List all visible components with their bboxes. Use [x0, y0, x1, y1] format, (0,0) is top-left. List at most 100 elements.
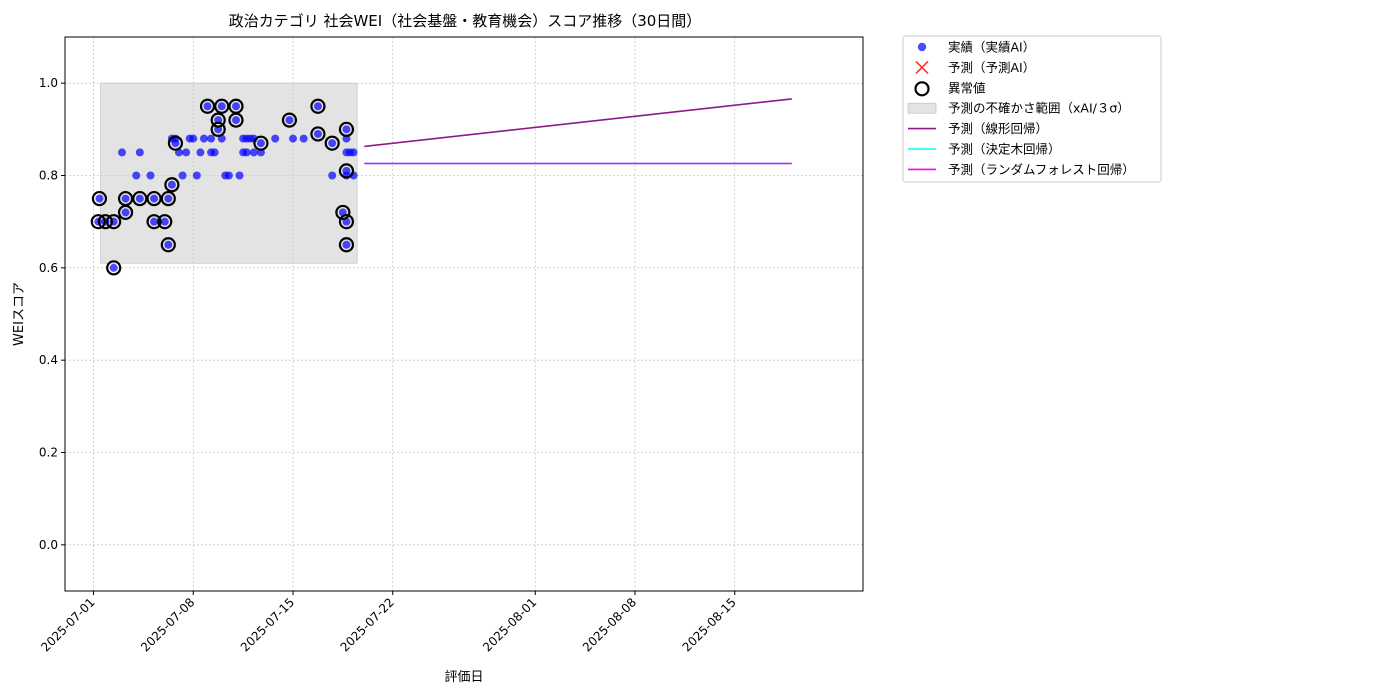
legend-marker-outlier [914, 81, 930, 97]
actual-point [150, 194, 159, 203]
outlier-ring [106, 260, 122, 276]
actual-point [342, 125, 351, 134]
actual-point [289, 134, 297, 143]
outlier-ring [338, 237, 355, 253]
legend-label: 異常値 [948, 80, 986, 95]
outlier-ring [228, 112, 244, 128]
outlier-ring [210, 121, 226, 137]
actual-point [256, 139, 265, 148]
y-axis-ticks: 0.0 0.2 0.4 0.6 0.8 1.0 [39, 76, 65, 552]
legend-label: 実績（実績AI） [948, 40, 1035, 55]
chart-title: 政治カテゴリ 社会WEI（社会基盤・教育機会）スコア推移（30日間） [229, 12, 702, 30]
actual-point [232, 102, 240, 111]
actual-point [167, 180, 176, 189]
actual-point [313, 102, 322, 111]
outlier-ring [338, 214, 355, 230]
actual-point [135, 148, 144, 157]
legend-frame [902, 35, 1162, 183]
actual-point [192, 171, 201, 180]
outlier-ring [324, 135, 340, 151]
legend-label: 予測（線形回帰） [948, 121, 1048, 136]
y-tick-label: 0.8 [39, 169, 58, 183]
actual-point [299, 134, 308, 143]
outlier-ring [210, 112, 226, 128]
outlier-ring [146, 190, 162, 207]
actual-point [164, 240, 173, 249]
plot-frame [64, 36, 864, 592]
legend-label: 予測（決定木回帰） [948, 142, 1061, 157]
outlier-ring [253, 135, 269, 151]
actual-point [249, 148, 258, 157]
forecast-line [364, 98, 792, 148]
actual-point [349, 148, 358, 157]
actual-point [171, 139, 180, 148]
y-axis-label: WEIスコア [12, 282, 27, 346]
actual-point [217, 102, 226, 111]
actual-point [203, 102, 212, 111]
actual-point [146, 171, 155, 180]
outlier-ring [164, 177, 180, 193]
actual-point [196, 148, 205, 157]
actual-point [313, 129, 322, 138]
outlier-ring [338, 163, 355, 179]
y-tick-label: 0.2 [39, 446, 58, 460]
actual-point [132, 171, 141, 180]
outlier-ring [281, 112, 298, 128]
actual-point [224, 171, 233, 180]
outlier-ring [214, 98, 230, 114]
outlier-ring [310, 126, 326, 142]
outlier-ring [199, 98, 216, 114]
outlier-ring [106, 214, 122, 230]
actual-point [121, 208, 130, 217]
actual-point [342, 240, 351, 249]
outlier-ring [160, 237, 176, 253]
actual-point [95, 194, 104, 203]
actual-point [135, 194, 144, 203]
y-tick-label: 1.0 [39, 76, 58, 90]
actual-point [328, 171, 337, 180]
actual-point [189, 134, 198, 143]
outlier-ring [91, 190, 108, 207]
outlier-ring [335, 204, 351, 221]
legend-marker-band [907, 102, 937, 114]
outlier-ring [160, 190, 176, 207]
actual-point [235, 171, 244, 180]
actual-point [207, 134, 216, 143]
actual-point [285, 116, 294, 125]
legend-marker-forecast [915, 60, 929, 74]
actual-point [182, 148, 191, 157]
outlier-ring [132, 190, 148, 207]
outlier-ring [117, 204, 134, 221]
outlier-ring [338, 121, 355, 137]
grid [65, 37, 863, 591]
outlier-rings-layer [90, 98, 355, 276]
actual-point [121, 194, 130, 203]
legend-label: 予測（予測AI） [948, 60, 1035, 75]
actual-point [109, 263, 118, 272]
x-axis-label: 評価日 [444, 670, 483, 685]
legend-label: 予測（ランダムフォレスト回帰） [948, 162, 1135, 177]
actual-point [160, 217, 169, 226]
actual-point [210, 148, 219, 157]
y-tick-label: 0.0 [39, 538, 58, 552]
outlier-ring [146, 214, 162, 230]
actual-point [150, 217, 159, 226]
actual-point [271, 134, 280, 143]
forecast-lines-layer [364, 98, 792, 165]
actual-point [242, 148, 251, 157]
y-tick-label: 0.6 [39, 261, 58, 275]
actual-point [118, 148, 126, 157]
outlier-ring [157, 214, 173, 230]
actual-point [199, 134, 208, 143]
outlier-ring [310, 98, 326, 114]
outlier-ring [97, 214, 113, 230]
actual-point [164, 194, 173, 203]
actual-point [328, 139, 337, 148]
actual-point [232, 116, 240, 125]
y-tick-label: 0.4 [39, 353, 58, 367]
actual-points-layer [94, 102, 358, 272]
legend-marker-actual [917, 42, 927, 52]
legend-label: 予測の不確かさ範囲（xAI/３σ） [948, 101, 1130, 116]
outlier-ring [90, 214, 106, 230]
